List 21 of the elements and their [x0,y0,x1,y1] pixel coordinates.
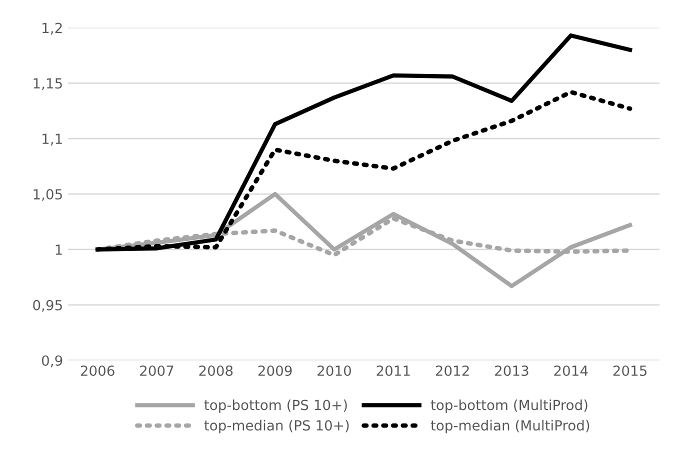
y-tick-label: 1,2 [42,22,62,35]
legend-label: top-median (PS 10+) [204,420,349,434]
x-tick-label: 2012 [436,365,469,376]
y-tick-label: 0,95 [33,300,62,312]
x-tick-label: 2006 [80,365,114,376]
y-tick-label: 1 [56,244,62,255]
x-tick-label: 2007 [140,365,174,376]
x-tick-label: 2010 [318,365,351,376]
x-tick-label: 2011 [376,365,410,376]
x-tick-label: 2015 [613,365,646,376]
legend-label: top-median (MultiProd) [430,420,590,434]
legend-label: top-bottom (PS 10+) [204,399,347,413]
legend-label: top-bottom (MultiProd) [430,399,588,413]
x-tick-label: 2008 [199,365,233,376]
y-tick-label: 1,1 [42,134,62,146]
y-tick-label: 1,05 [34,189,62,201]
x-tick-label: 2009 [258,365,292,376]
y-tick-label: 1,15 [34,78,62,90]
y-tick-label: 0,9 [42,355,62,368]
x-tick-label: 2013 [495,365,528,376]
x-tick-label: 2014 [554,365,588,376]
